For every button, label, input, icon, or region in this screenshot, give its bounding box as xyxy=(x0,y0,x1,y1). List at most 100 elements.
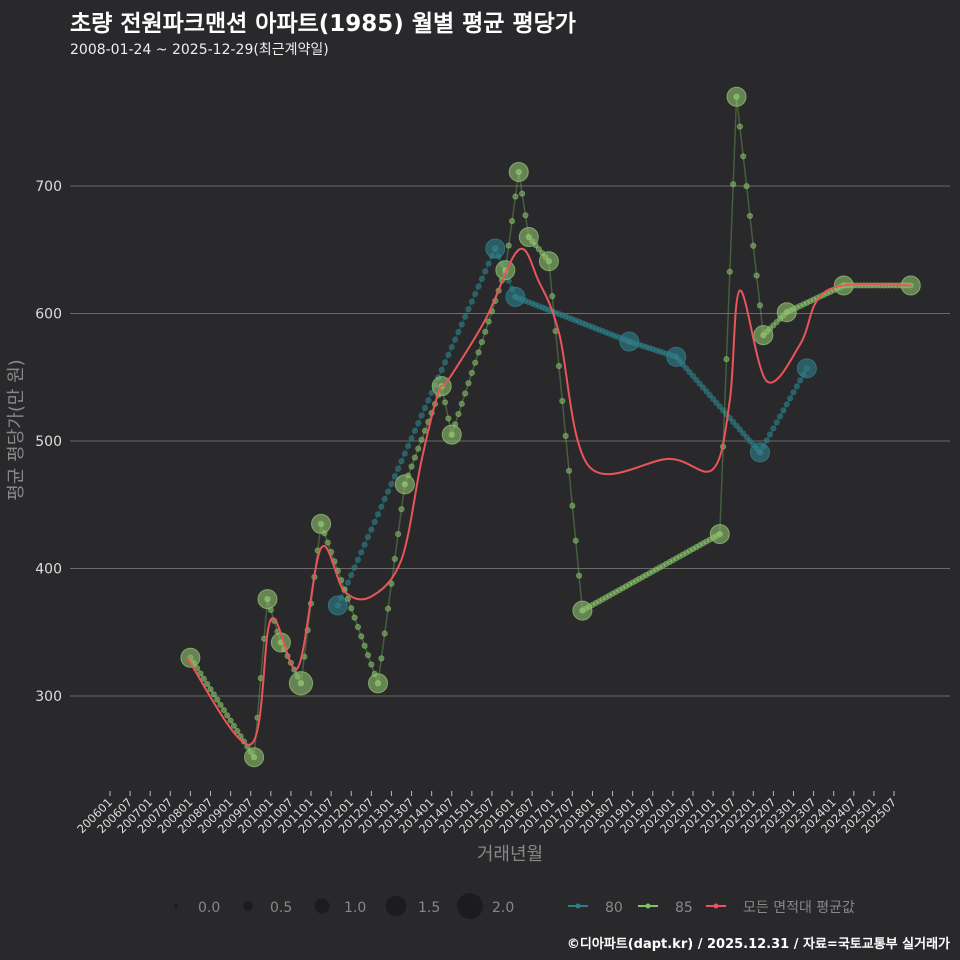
interp-point xyxy=(730,418,737,425)
size-legend-label: 2.0 xyxy=(492,900,514,916)
interp-point xyxy=(465,380,472,387)
interp-point xyxy=(368,526,375,533)
interp-point xyxy=(512,193,519,200)
interp-point xyxy=(740,430,747,437)
interp-point xyxy=(364,534,372,541)
interp-point xyxy=(750,242,757,249)
interp-point xyxy=(378,655,385,662)
interp-point xyxy=(535,246,542,253)
interp-point xyxy=(472,359,479,366)
interp-point xyxy=(398,506,405,513)
interp-point xyxy=(736,123,743,130)
series-segment xyxy=(518,171,530,238)
data-point xyxy=(368,673,389,694)
interp-point xyxy=(418,436,425,443)
y-tick-label: 700 xyxy=(35,179,62,195)
data-point xyxy=(726,86,747,107)
interp-point xyxy=(462,390,469,397)
data-point xyxy=(288,671,314,696)
interp-point xyxy=(351,614,358,621)
interp-point xyxy=(445,351,452,358)
interp-point xyxy=(482,328,489,335)
interp-point xyxy=(478,275,485,282)
interp-point xyxy=(348,605,355,612)
interp-point xyxy=(418,412,425,419)
interp-point xyxy=(220,706,228,714)
interp-point xyxy=(358,549,365,556)
interp-point xyxy=(354,556,362,564)
interp-point xyxy=(519,190,526,197)
interp-point xyxy=(204,680,211,688)
data-point xyxy=(257,589,278,610)
y-tick-label: 400 xyxy=(35,562,62,578)
data-point xyxy=(538,251,559,272)
interp-point xyxy=(207,686,214,693)
data-point xyxy=(666,346,687,367)
interp-point xyxy=(787,395,794,402)
interp-point xyxy=(753,272,760,279)
interp-point xyxy=(401,450,408,457)
interp-point xyxy=(234,727,241,735)
size-legend-circle xyxy=(457,893,483,919)
interp-point xyxy=(797,377,804,384)
interp-point xyxy=(368,661,375,668)
data-point xyxy=(796,358,817,379)
interp-point xyxy=(361,541,368,548)
data-point xyxy=(485,238,506,259)
interp-point xyxy=(455,328,462,336)
interp-point xyxy=(763,437,770,444)
interp-point xyxy=(783,401,790,408)
chart-subtitle: 2008-01-24 ~ 2025-12-29(최근계약일) xyxy=(70,42,329,58)
caption: ©디아파트(dapt.kr) / 2025.12.31 / 자료=국토교통부 실… xyxy=(566,937,950,952)
interp-point xyxy=(720,407,727,414)
size-legend-label: 0.5 xyxy=(270,900,292,916)
data-point xyxy=(776,302,797,323)
interp-point xyxy=(217,701,224,708)
interp-point xyxy=(572,537,579,544)
size-legend-label: 1.0 xyxy=(344,900,366,916)
data-point xyxy=(572,600,593,621)
interp-point xyxy=(743,434,750,441)
size-legend-circle xyxy=(174,904,178,908)
interp-point xyxy=(405,442,412,450)
legend-key-point xyxy=(575,903,581,909)
interp-point xyxy=(709,395,717,403)
interp-point xyxy=(425,397,432,404)
y-axis-label: 평균 평당가(만 원) xyxy=(6,359,27,500)
data-point xyxy=(749,442,770,463)
x-axis-label: 거래년월 xyxy=(477,844,543,865)
interp-point xyxy=(224,712,231,719)
interp-point xyxy=(421,427,429,434)
interp-point xyxy=(371,518,378,526)
legend-key-point xyxy=(645,903,651,909)
interp-point xyxy=(569,502,576,509)
interp-point xyxy=(391,473,398,480)
interp-point xyxy=(780,407,787,414)
interp-point xyxy=(361,642,368,649)
interp-point xyxy=(472,290,479,298)
interp-point xyxy=(441,399,449,406)
interp-point xyxy=(445,415,452,422)
interp-point xyxy=(478,339,485,346)
interp-point xyxy=(408,463,415,470)
interp-point xyxy=(214,696,221,703)
interp-point xyxy=(790,389,797,396)
interp-point xyxy=(408,435,415,442)
interp-point xyxy=(395,465,402,472)
interp-point xyxy=(706,392,713,399)
interp-point xyxy=(411,427,418,434)
interp-point xyxy=(354,623,362,631)
size-legend-circle xyxy=(314,898,330,914)
interp-point xyxy=(374,511,382,518)
interp-point xyxy=(555,362,563,370)
interp-point xyxy=(575,572,583,579)
interp-point xyxy=(351,564,358,571)
data-point xyxy=(180,647,201,668)
interp-point xyxy=(696,380,703,387)
series-segment xyxy=(719,96,738,535)
interp-point xyxy=(395,530,402,538)
interp-point xyxy=(726,268,733,275)
interp-point xyxy=(482,268,489,275)
interp-point xyxy=(686,369,693,376)
size-legend-label: 1.5 xyxy=(418,900,440,916)
